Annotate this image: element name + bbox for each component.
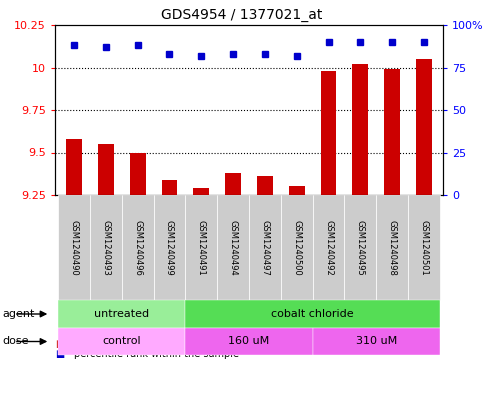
Bar xyxy=(384,69,400,195)
Text: 160 uM: 160 uM xyxy=(228,336,270,347)
Text: GSM1240493: GSM1240493 xyxy=(101,220,111,275)
Text: agent: agent xyxy=(2,309,35,319)
Text: GSM1240491: GSM1240491 xyxy=(197,220,206,275)
Bar xyxy=(66,139,82,195)
Bar xyxy=(225,173,241,195)
Bar xyxy=(321,71,337,195)
Text: GSM1240499: GSM1240499 xyxy=(165,220,174,275)
Text: ■: ■ xyxy=(55,339,64,349)
Bar xyxy=(193,188,209,195)
Bar xyxy=(130,152,146,195)
Bar xyxy=(289,187,305,195)
Text: dose: dose xyxy=(2,336,29,347)
Bar xyxy=(353,64,368,195)
Text: transformed count: transformed count xyxy=(74,339,165,349)
Text: GSM1240494: GSM1240494 xyxy=(228,220,238,275)
Text: GSM1240498: GSM1240498 xyxy=(388,220,397,275)
Text: GDS4954 / 1377021_at: GDS4954 / 1377021_at xyxy=(161,8,322,22)
Text: GSM1240501: GSM1240501 xyxy=(419,220,428,275)
Text: ■: ■ xyxy=(55,349,64,359)
Bar xyxy=(257,176,273,195)
Text: cobalt chloride: cobalt chloride xyxy=(271,309,354,319)
Text: untreated: untreated xyxy=(94,309,149,319)
Text: GSM1240497: GSM1240497 xyxy=(260,220,270,275)
Text: 310 uM: 310 uM xyxy=(355,336,397,347)
Text: control: control xyxy=(102,336,141,347)
Text: GSM1240492: GSM1240492 xyxy=(324,220,333,275)
Bar xyxy=(416,59,432,195)
Bar xyxy=(98,144,114,195)
Text: GSM1240495: GSM1240495 xyxy=(356,220,365,275)
Text: GSM1240490: GSM1240490 xyxy=(70,220,79,275)
Text: percentile rank within the sample: percentile rank within the sample xyxy=(74,349,239,359)
Text: GSM1240500: GSM1240500 xyxy=(292,220,301,275)
Bar xyxy=(161,180,177,195)
Text: GSM1240496: GSM1240496 xyxy=(133,220,142,275)
